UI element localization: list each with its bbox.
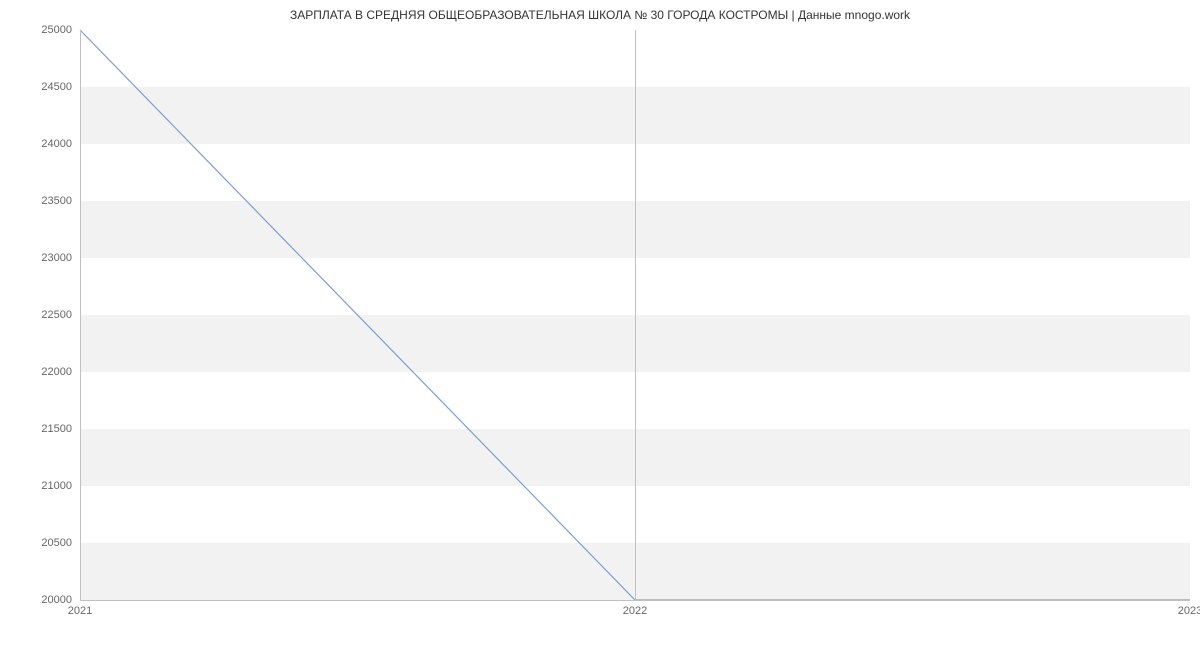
y-tick-label: 23000 [12, 252, 72, 264]
x-tick-label: 2022 [623, 605, 647, 617]
y-tick-label: 21000 [12, 480, 72, 492]
x-tick-label: 2023 [1178, 605, 1200, 617]
y-tick-label: 25000 [12, 24, 72, 36]
y-tick-label: 22500 [12, 309, 72, 321]
y-tick-label: 22000 [12, 366, 72, 378]
y-tick-label: 20000 [12, 594, 72, 606]
chart-container: ЗАРПЛАТА В СРЕДНЯЯ ОБЩЕОБРАЗОВАТЕЛЬНАЯ Ш… [0, 0, 1200, 650]
grid-vline [635, 30, 636, 600]
y-tick-label: 20500 [12, 537, 72, 549]
x-axis-line [80, 600, 1190, 601]
y-tick-label: 21500 [12, 423, 72, 435]
chart-title: ЗАРПЛАТА В СРЕДНЯЯ ОБЩЕОБРАЗОВАТЕЛЬНАЯ Ш… [0, 8, 1200, 22]
y-tick-label: 23500 [12, 195, 72, 207]
x-tick-label: 2021 [68, 605, 92, 617]
y-tick-label: 24000 [12, 138, 72, 150]
y-axis-line [80, 30, 81, 600]
y-tick-label: 24500 [12, 81, 72, 93]
